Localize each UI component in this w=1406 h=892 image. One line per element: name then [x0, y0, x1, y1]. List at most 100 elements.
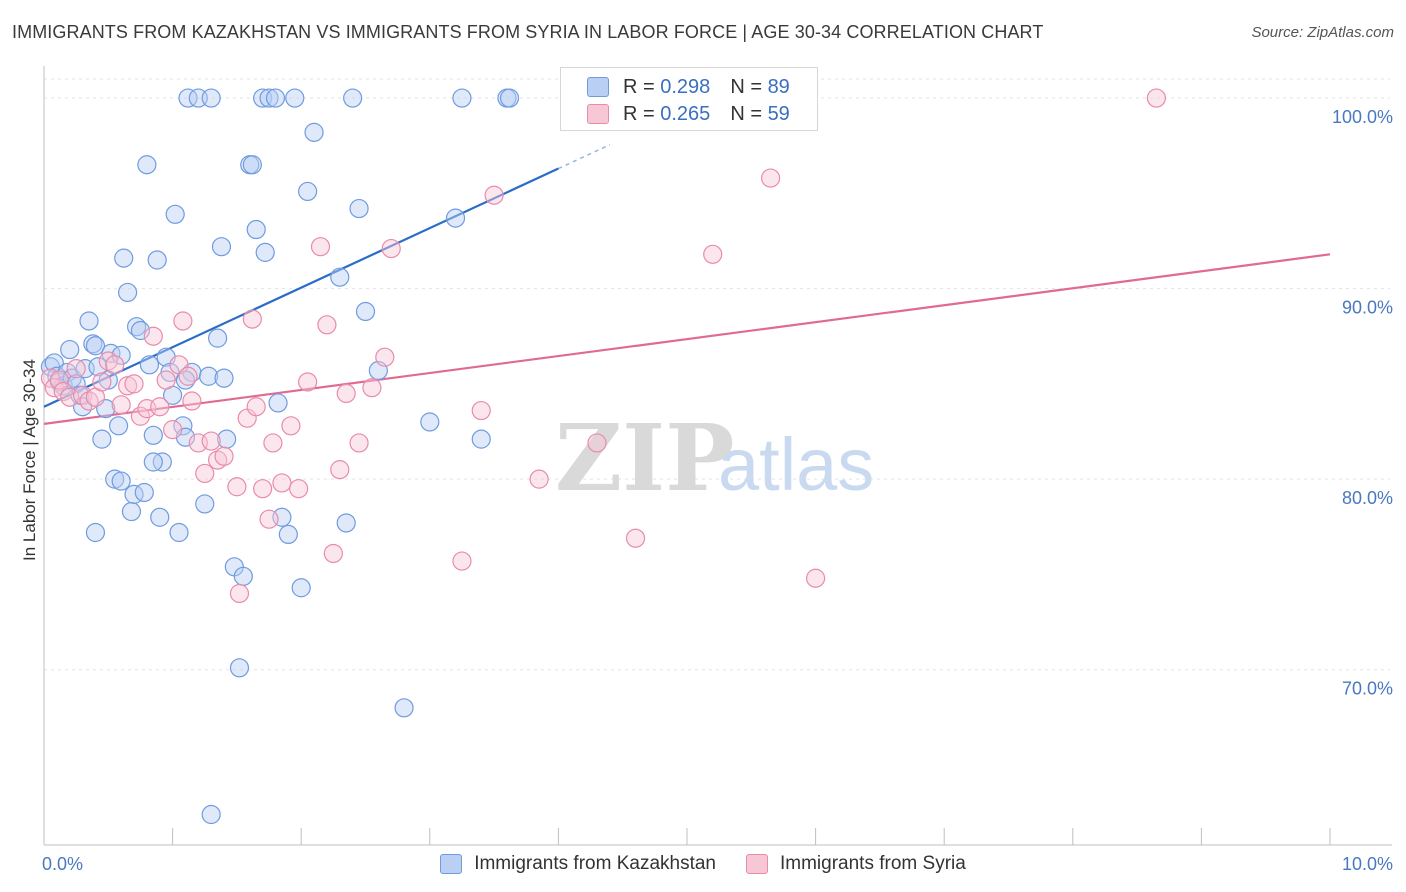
data-point [195, 494, 215, 514]
data-point [445, 208, 466, 228]
series-legend: Immigrants from Kazakhstan Immigrants fr… [0, 853, 1406, 875]
legend-n-value-syria: 59 [767, 102, 790, 125]
data-point [143, 452, 163, 472]
data-point [362, 378, 382, 398]
legend-r-value-kazakhstan: 0.298 [660, 75, 711, 98]
data-point [255, 242, 275, 262]
data-point [281, 416, 301, 436]
correlation-legend: R = 0.298 N = 89 R = 0.265 N = 59 [560, 67, 818, 131]
watermark: ZIP atlas [555, 404, 874, 512]
data-point [343, 88, 363, 108]
data-point [272, 473, 292, 493]
data-point [195, 463, 215, 484]
data-point [143, 425, 163, 445]
data-point [1146, 88, 1166, 108]
data-point [298, 372, 318, 392]
data-point [265, 88, 286, 108]
data-point [330, 460, 350, 480]
legend-swatch-kazakhstan [587, 77, 609, 97]
legend-r-label: R = [623, 75, 655, 98]
x-tick-label-max: 10.0% [1342, 854, 1393, 874]
legend-r-label: R = [623, 102, 655, 125]
data-point [105, 355, 125, 375]
data-point [121, 501, 142, 522]
data-point [163, 420, 183, 440]
data-point [278, 524, 298, 545]
data-point [285, 88, 305, 108]
data-point [499, 88, 520, 108]
data-point [529, 469, 549, 489]
data-point [66, 359, 86, 379]
data-point [304, 122, 324, 142]
data-point [92, 429, 112, 449]
data-point [229, 583, 250, 604]
series-points-1 [40, 88, 1166, 604]
watermark-atlas: atlas [718, 423, 874, 506]
data-point [259, 88, 279, 108]
data-point [169, 522, 189, 543]
data-point [182, 391, 202, 411]
data-point [233, 566, 253, 586]
data-point [156, 370, 176, 390]
x-tick-label-min: 0.0% [42, 854, 83, 874]
data-point [471, 429, 491, 449]
data-point [587, 433, 607, 453]
trend-line-extension-0 [558, 144, 611, 170]
data-point [178, 366, 198, 386]
y-tick-label: 90.0% [1342, 298, 1393, 318]
series-legend-item-kazakhstan: Immigrants from Kazakhstan [440, 853, 716, 875]
data-point [289, 479, 309, 499]
data-point [484, 185, 504, 205]
data-point [349, 198, 369, 219]
data-point [117, 282, 138, 303]
data-point [199, 366, 219, 386]
watermark-zip: ZIP [555, 404, 734, 512]
data-point [471, 400, 491, 421]
legend-swatch-syria [587, 104, 609, 124]
data-point [323, 543, 343, 564]
legend-n-value-kazakhstan: 89 [767, 75, 790, 98]
legend-r-value-syria: 0.265 [660, 102, 711, 125]
data-point [291, 578, 311, 598]
y-tick-label: 70.0% [1342, 679, 1393, 699]
y-tick-label: 80.0% [1342, 488, 1393, 508]
tick-labels: 70.0% 80.0% 90.0% 100.0% 0.0% 10.0% [42, 107, 1393, 874]
data-point [173, 416, 193, 436]
data-point [805, 568, 826, 588]
legend-n-label: N = [730, 75, 762, 98]
trend-line-0 [43, 167, 559, 408]
data-point [49, 370, 70, 390]
data-point [201, 804, 221, 825]
data-point [349, 433, 369, 453]
data-point [246, 397, 266, 417]
data-point [263, 433, 283, 453]
y-tick-label: 100.0% [1332, 107, 1393, 127]
data-point [211, 237, 232, 257]
legend-n-label: N = [730, 102, 762, 125]
series-legend-label-kazakhstan: Immigrants from Kazakhstan [474, 853, 716, 874]
data-point [760, 168, 781, 188]
trend-line-1 [43, 253, 1331, 425]
data-point [214, 368, 234, 388]
data-point [452, 551, 472, 571]
data-point [173, 311, 193, 331]
data-point [201, 88, 221, 108]
data-point [242, 309, 262, 329]
data-point [246, 219, 266, 240]
data-point [92, 372, 112, 392]
data-point [227, 477, 247, 497]
data-point [201, 431, 221, 451]
y-axis-label: In Labor Force | Age 30-34 [20, 359, 39, 561]
data-point [253, 479, 273, 499]
legend-row-kazakhstan: R = 0.298 N = 89 [587, 76, 790, 98]
data-point [330, 267, 350, 287]
data-point [124, 374, 144, 394]
data-point [79, 311, 99, 331]
legend-row-syria: R = 0.265 N = 59 [587, 103, 790, 125]
data-point [208, 328, 228, 348]
data-point [178, 88, 198, 108]
source-label: Source: ZipAtlas.com [1251, 24, 1394, 41]
data-point [703, 244, 723, 264]
data-point [85, 522, 106, 543]
